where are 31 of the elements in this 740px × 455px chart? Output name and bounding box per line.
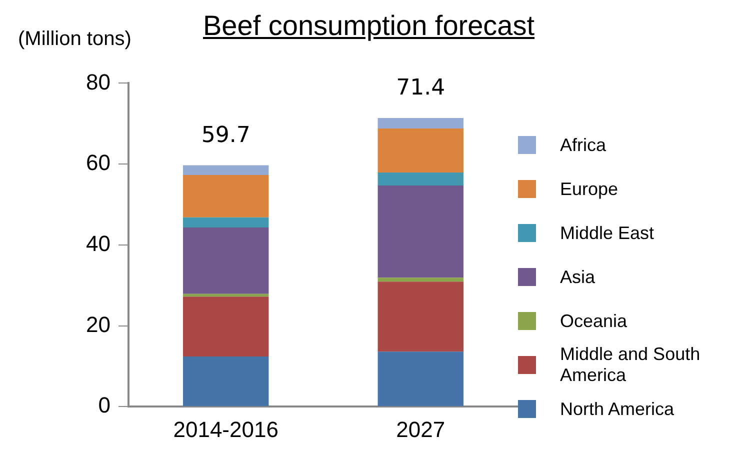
y-axis-title: (Million tons) — [18, 28, 132, 51]
x-tick-label: 2014-2016 — [173, 416, 278, 442]
bar — [378, 118, 464, 128]
legend-label: Europe — [560, 178, 618, 200]
total-label: 71.4 — [396, 76, 446, 101]
y-tick-label: 60 — [86, 150, 110, 176]
bar — [378, 282, 464, 352]
legend-label: Middle and South America — [560, 344, 702, 386]
y-tick-label: 40 — [86, 230, 110, 256]
bar — [378, 278, 464, 282]
legend-label: Asia — [560, 266, 596, 288]
legend-label: Africa — [560, 134, 606, 156]
bar — [378, 352, 464, 406]
bar — [183, 165, 269, 175]
total-label: 59.7 — [201, 122, 250, 148]
bar — [183, 174, 269, 218]
y-tick-label: 0 — [98, 392, 110, 418]
legend-label: Oceania — [560, 310, 628, 332]
bar — [378, 172, 464, 186]
x-tick-label: 2027 — [396, 416, 446, 442]
bar — [183, 228, 269, 294]
bar — [378, 185, 464, 278]
bar — [183, 217, 269, 228]
legend-label: Middle East — [560, 222, 654, 244]
bar — [183, 296, 269, 356]
bar — [183, 356, 269, 406]
chart-title: Beef consumption forecast — [203, 10, 535, 42]
y-tick-label: 20 — [86, 312, 110, 337]
y-tick-label: 80 — [86, 69, 110, 94]
bar — [378, 128, 464, 173]
legend-label: North America — [560, 398, 674, 420]
